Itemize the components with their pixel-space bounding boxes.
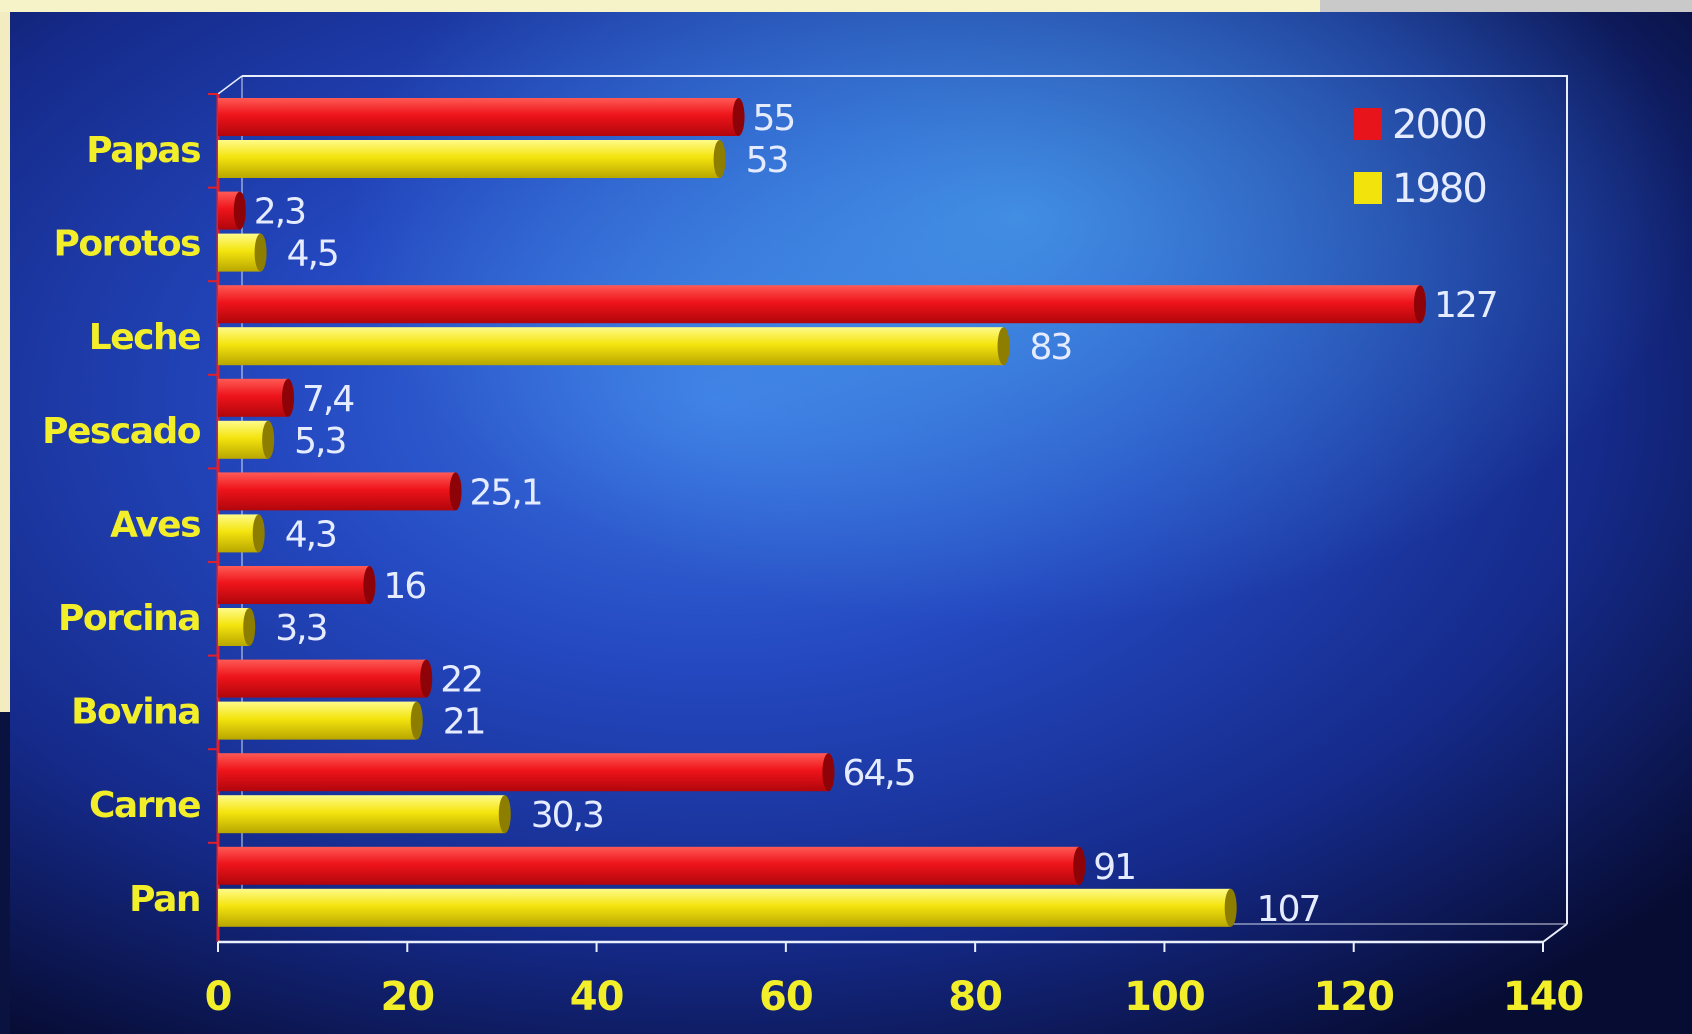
bar-end-cap-aves-2000 [449,472,462,511]
data-label-carne-2000: 64,5 [842,753,914,794]
top-border-strip [0,0,1320,12]
x-tick-label: 20 [380,974,434,1020]
x-tick-label: 120 [1313,974,1394,1020]
bar-end-cap-porcina-1980 [243,608,256,646]
bar-end-cap-pan-1980 [1224,888,1237,927]
plot-back-wall-edge [242,75,1568,924]
data-label-leche-2000: 127 [1434,285,1497,326]
category-label-porotos: Porotos [54,224,201,265]
bar-end-cap-carne-2000 [822,753,835,792]
bar-papas-2000 [218,98,739,136]
bars-group [218,98,1426,927]
bar-pan-2000 [218,846,1080,885]
bar-end-cap-porcina-2000 [363,566,376,604]
bar-end-cap-pan-2000 [1073,846,1086,885]
bar-porotos-1980 [218,233,261,272]
category-label-carne: Carne [89,785,200,826]
data-label-pescado-2000: 7,4 [302,379,353,420]
category-label-aves: Aves [110,504,200,545]
legend: 2000 1980 [1354,102,1488,212]
data-label-porotos-2000: 2,3 [254,192,305,233]
x-tick-label: 80 [948,974,1002,1020]
bar-leche-1980 [218,327,1004,366]
top-border-strip-right [1320,0,1692,12]
bar-pescado-2000 [218,378,289,417]
category-label-porcina: Porcina [58,598,200,639]
data-label-porotos-1980: 4,5 [287,234,338,275]
legend-label-1980: 1980 [1392,166,1486,212]
data-label-porcina-2000: 16 [383,566,425,607]
data-label-leche-1980: 83 [1030,327,1072,368]
category-label-pan: Pan [129,879,200,920]
bar-end-cap-leche-2000 [1413,285,1426,324]
data-label-pescado-1980: 5,3 [294,421,345,462]
category-label-pescado: Pescado [42,411,201,452]
x-tick-label: 40 [570,974,624,1020]
legend-swatch-1980 [1354,172,1382,204]
data-label-carne-1980: 30,3 [531,795,603,836]
bar-porotos-2000 [218,191,240,230]
data-label-papas-1980: 53 [746,140,788,181]
bar-papas-1980 [218,140,720,178]
legend-label-2000: 2000 [1392,102,1486,148]
data-label-pan-1980: 107 [1257,889,1320,930]
bar-leche-2000 [218,285,1420,324]
category-label-leche: Leche [89,317,200,358]
x-tick-label: 140 [1503,974,1584,1020]
x-tick-label: 60 [759,974,813,1020]
bar-end-cap-papas-1980 [713,140,726,178]
bar-porcina-2000 [218,566,370,604]
bar-pescado-1980 [218,420,269,459]
data-label-porcina-1980: 3,3 [275,608,326,649]
category-label-bovina: Bovina [71,692,200,733]
bar-end-cap-leche-1980 [997,327,1010,366]
bar-aves-1980 [218,514,259,553]
left-border-strip [0,12,10,712]
data-label-bovina-1980: 21 [443,702,485,743]
bar-bovina-2000 [218,659,427,698]
bar-bovina-1980 [218,701,417,740]
bar-end-cap-bovina-1980 [410,701,423,740]
bar-end-cap-porotos-2000 [233,191,246,230]
data-label-aves-2000: 25,1 [470,472,542,513]
data-label-aves-1980: 4,3 [285,514,336,555]
bar-end-cap-papas-2000 [732,98,745,136]
data-label-papas-2000: 55 [753,98,795,139]
bar-carne-2000 [218,753,829,792]
legend-swatch-2000 [1354,108,1382,140]
bar-carne-1980 [218,795,505,834]
data-label-bovina-2000: 22 [440,660,482,701]
plot-floor-depth-edge [1542,923,1568,943]
bar-end-cap-pescado-1980 [262,420,275,459]
bar-end-cap-carne-1980 [498,795,511,834]
bar-end-cap-porotos-1980 [254,233,267,272]
data-label-pan-2000: 91 [1093,847,1135,888]
bar-end-cap-aves-1980 [252,514,265,553]
bar-end-cap-bovina-2000 [420,659,433,698]
category-label-papas: Papas [86,130,200,171]
bar-end-cap-pescado-2000 [282,378,295,417]
x-tick-label: 100 [1124,974,1205,1020]
plot-top-depth-edge [217,75,243,95]
bar-aves-2000 [218,472,456,511]
x-tick-label: 0 [205,974,232,1020]
bar-pan-1980 [218,888,1231,927]
